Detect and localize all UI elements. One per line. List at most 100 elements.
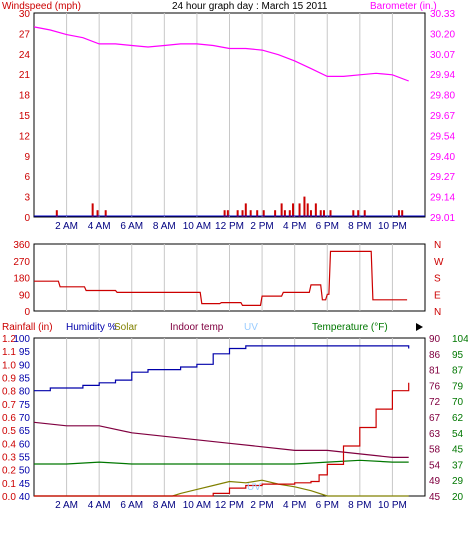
indoor-temp-line: [33, 421, 409, 458]
humidity-tick: 90: [19, 360, 31, 371]
humidity-tick: 40: [19, 492, 31, 503]
humidity-line: [34, 345, 410, 392]
wind-bar: [241, 210, 244, 217]
humidity-tick: 55: [19, 453, 31, 464]
x-tick-label: 10 PM: [378, 500, 407, 511]
barometer-tick: 29.54: [430, 131, 455, 142]
wind-bar: [226, 210, 229, 217]
x-tick-label: 8 PM: [348, 221, 371, 232]
barometer-tick: 29.67: [430, 111, 455, 122]
rain-tick: 0.3: [2, 453, 16, 464]
x-tick-label: 8 AM: [153, 500, 176, 511]
graph-title: 24 hour graph day : March 15 2011: [172, 1, 328, 12]
rain-tick: 0.8: [2, 387, 16, 398]
direction-tick: 360: [13, 240, 30, 251]
temperature-tick: 79: [452, 381, 464, 392]
wind-bar: [292, 203, 295, 217]
temperature-line: [34, 459, 409, 465]
legend-indoor: Indoor temp: [170, 322, 224, 333]
compass-tick: E: [434, 290, 441, 301]
wind-bar: [309, 210, 312, 217]
direction-tick: 180: [13, 274, 30, 285]
legend-solar: Solar: [114, 322, 138, 333]
wind-bar: [262, 210, 265, 217]
wind-bar: [91, 203, 94, 217]
x-tick-label: 4 PM: [283, 500, 306, 511]
wind-bar: [314, 203, 317, 217]
wind-bar: [363, 210, 366, 217]
x-tick-label: 6 PM: [316, 221, 339, 232]
x-tick-label: 8 AM: [153, 221, 176, 232]
temperature-tick: 29: [452, 476, 464, 487]
x-tick-label: 12 PM: [215, 221, 244, 232]
x-tick-label: 4 PM: [283, 221, 306, 232]
wind-bar: [256, 210, 259, 217]
windspeed-tick: 21: [19, 70, 31, 81]
indoor-tick: 63: [429, 429, 441, 440]
humidity-tick: 85: [19, 374, 31, 385]
rain-tick: 0.1: [2, 479, 16, 490]
temperature-tick: 37: [452, 460, 464, 471]
temperature-tick: 54: [452, 429, 464, 440]
barometer-tick: 29.01: [430, 213, 455, 224]
wind-bar: [280, 203, 283, 217]
wind-bar: [401, 210, 404, 217]
x-tick-label: 10 PM: [378, 221, 407, 232]
wind-bar: [236, 210, 239, 217]
compass-tick: N: [434, 240, 441, 251]
barometer-tick: 29.14: [430, 193, 455, 204]
x-tick-label: 2 AM: [55, 221, 78, 232]
humidity-tick: 70: [19, 413, 31, 424]
humidity-tick: 45: [19, 479, 31, 490]
humidity-tick: 75: [19, 400, 31, 411]
rain-tick: 0.5: [2, 426, 16, 437]
humidity-tick: 95: [19, 347, 31, 358]
indoor-tick: 76: [429, 381, 441, 392]
humidity-tick: 65: [19, 426, 31, 437]
solar-line: [34, 479, 409, 497]
wind-bar: [244, 203, 247, 217]
windspeed-tick: 9: [24, 152, 30, 163]
x-tick-label: 10 AM: [183, 221, 211, 232]
wind-bar: [104, 210, 107, 217]
wind-bar: [249, 210, 252, 217]
humidity-tick: 50: [19, 466, 31, 477]
wind-bar: [223, 210, 226, 217]
windspeed-tick: 6: [24, 172, 30, 183]
temperature-tick: 95: [452, 350, 464, 361]
compass-tick: S: [434, 274, 441, 285]
wind-bar: [319, 210, 322, 217]
indoor-tick: 54: [429, 460, 441, 471]
indoor-tick: 86: [429, 350, 441, 361]
x-tick-label: 12 PM: [215, 500, 244, 511]
arrow-icon: [416, 323, 423, 331]
legend-rain: Rainfall (in): [2, 322, 53, 333]
rain-tick: 0.6: [2, 413, 16, 424]
rain-tick: 0.0: [2, 492, 16, 503]
indoor-tick: 90: [429, 334, 441, 345]
compass-tick: W: [434, 257, 444, 268]
temperature-tick: 62: [452, 413, 464, 424]
humidity-tick: 80: [19, 387, 31, 398]
humidity-tick: 100: [13, 334, 30, 345]
rain-tick: 1.0: [2, 360, 16, 371]
barometer-tick: 30.20: [430, 29, 455, 40]
rain-tick: 0.7: [2, 400, 16, 411]
rain-tick: 0.4: [2, 439, 16, 450]
x-tick-label: 10 AM: [183, 500, 211, 511]
x-tick-label: 2 AM: [55, 500, 78, 511]
windspeed-tick: 27: [19, 29, 31, 40]
temperature-tick: 20: [452, 492, 464, 503]
temperature-tick: 70: [452, 397, 464, 408]
wind-bar: [96, 210, 99, 217]
temperature-tick: 45: [452, 445, 464, 456]
indoor-tick: 72: [429, 397, 441, 408]
compass-tick: N: [434, 307, 441, 318]
direction-tick: 90: [19, 290, 31, 301]
x-tick-label: 2 PM: [250, 221, 273, 232]
windspeed-tick: 24: [19, 50, 31, 61]
uv-label: UV: [247, 482, 261, 493]
rain-tick: 1.1: [2, 347, 16, 358]
wind-bar: [288, 210, 291, 217]
